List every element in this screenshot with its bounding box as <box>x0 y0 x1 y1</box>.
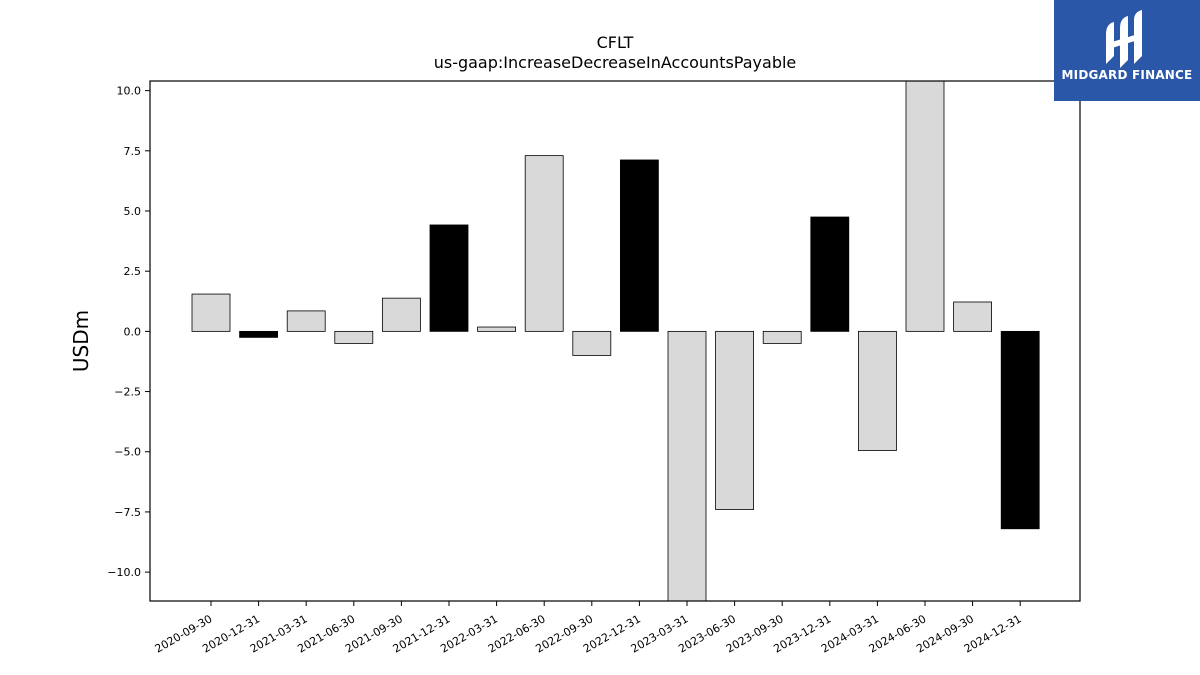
bar-2024-03-31 <box>858 330 897 451</box>
bar-2022-03-31 <box>477 326 517 332</box>
bar-2021-12-31 <box>429 224 469 332</box>
bar-2021-06-30 <box>334 330 374 344</box>
bar-2020-09-30 <box>191 293 231 332</box>
brand-logo: MIDGARD FINANCE <box>1054 0 1200 101</box>
plot-frame <box>149 80 1081 602</box>
y-tick-label: 5.0 <box>124 205 142 218</box>
bar-2024-09-30 <box>953 301 992 332</box>
bar-2023-06-30 <box>715 330 754 510</box>
y-tick-label: −2.5 <box>114 386 141 399</box>
bar-2021-03-31 <box>286 310 326 332</box>
y-tick-label: 7.5 <box>124 145 142 158</box>
y-tick-label: −10.0 <box>107 566 141 579</box>
y-tick-label: 10.0 <box>117 85 142 98</box>
bars-group <box>191 80 1040 602</box>
x-axis: 2020-09-302020-12-312021-03-312021-06-30… <box>153 601 1024 656</box>
bar-2024-12-31 <box>1000 330 1040 530</box>
y-tick-label: 0.0 <box>124 325 142 338</box>
logo-text: MIDGARD FINANCE <box>1061 68 1193 82</box>
bar-2023-09-30 <box>762 330 802 344</box>
logo-mark-icon <box>1106 10 1142 68</box>
bar-2023-03-31 <box>667 330 707 602</box>
y-tick-label: −7.5 <box>114 506 141 519</box>
y-tick-label: −5.0 <box>114 446 141 459</box>
chart-subtitle: us-gaap:IncreaseDecreaseInAccountsPayabl… <box>434 53 797 72</box>
y-axis-label: USDm <box>69 310 93 372</box>
bar-2021-09-30 <box>381 297 421 332</box>
bar-2022-09-30 <box>572 330 612 356</box>
bar-2023-12-31 <box>810 216 850 332</box>
y-tick-label: 2.5 <box>124 265 142 278</box>
bar-2022-12-31 <box>620 159 659 332</box>
bar-2020-12-31 <box>239 330 279 338</box>
y-axis: 10.0 7.5 5.0 2.5 0.0 −2.5 −5.0 −7.5 −10.0 <box>107 85 150 579</box>
bar-2024-06-30 <box>905 80 945 332</box>
bar-2022-06-30 <box>524 155 564 332</box>
chart-title: CFLT <box>597 33 634 52</box>
